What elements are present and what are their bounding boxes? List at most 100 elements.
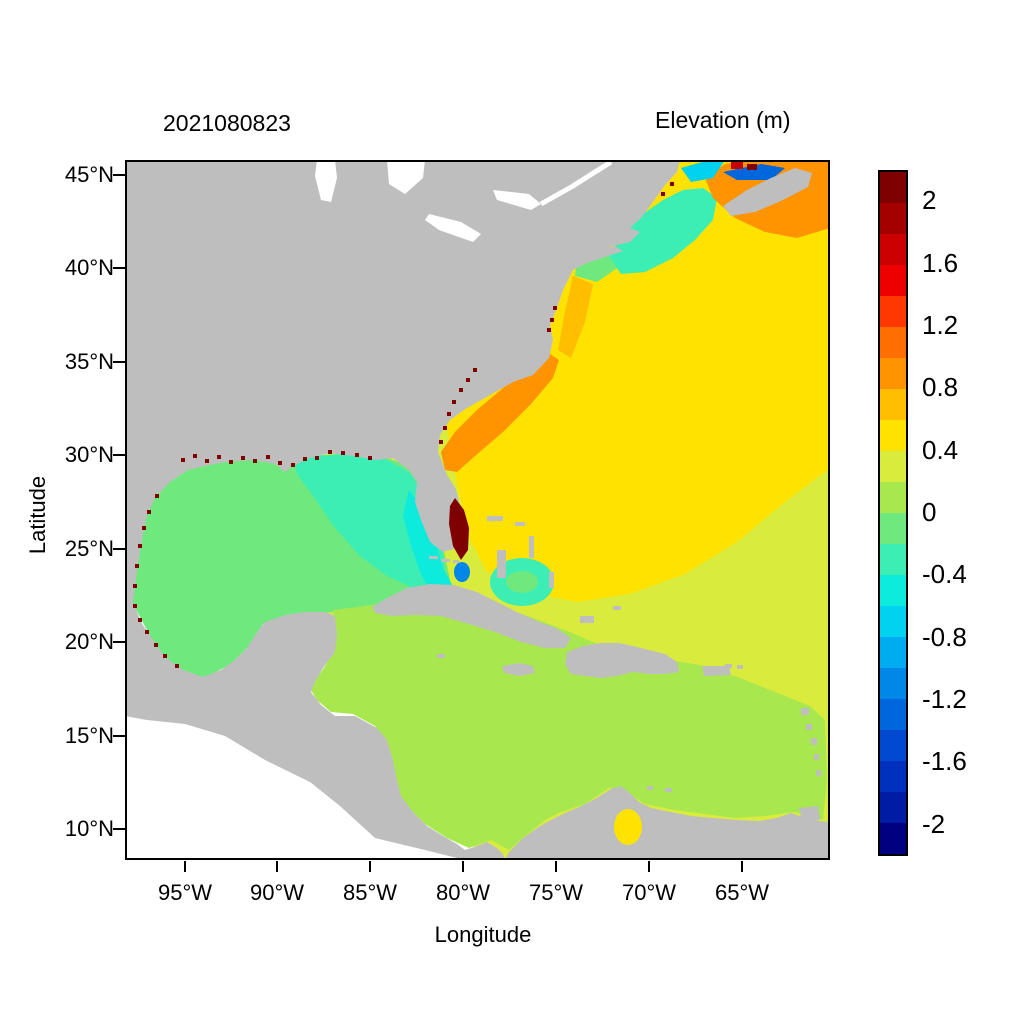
jamaica-island <box>502 663 535 676</box>
bahama-bank-green-core <box>506 571 538 593</box>
y-tick-35n: 35°N <box>64 349 114 374</box>
y-tick-45n: 45°N <box>64 162 114 187</box>
plot-frame <box>125 160 830 860</box>
x-tick-65w: 65°W <box>714 880 770 905</box>
cbar-label-1p6: 1.6 <box>922 248 959 278</box>
y-tick-mark <box>113 641 125 643</box>
bay-of-fundy-cyan-patch <box>681 160 725 182</box>
coastal-high-elevation-speckles <box>133 182 674 668</box>
land-masses <box>125 160 830 860</box>
y-tick-40n: 40°N <box>64 255 114 280</box>
cbar-label-m1p6: -1.6 <box>922 746 967 776</box>
lake-huron <box>387 160 425 194</box>
y-axis-label: Latitude <box>25 475 50 555</box>
x-tick-70w: 70°W <box>621 880 677 905</box>
lake-michigan <box>315 160 337 202</box>
cbar-label-m0p8: -0.8 <box>922 622 967 652</box>
colorbar-cell <box>880 234 906 265</box>
y-tick-25n: 25°N <box>64 536 114 561</box>
st-lawrence-blue-patch <box>723 164 785 180</box>
y-tick-20n: 20°N <box>64 629 114 654</box>
st-lawrence-river <box>539 160 613 207</box>
x-tick-mark <box>555 861 557 872</box>
north-america-landmass <box>125 160 680 860</box>
x-tick-80w: 80°W <box>435 880 491 905</box>
x-tick-75w: 75°W <box>528 880 584 905</box>
colorbar-cell <box>880 451 906 482</box>
y-tick-mark <box>113 735 125 737</box>
x-tick-mark <box>741 861 743 872</box>
y-tick-mark <box>113 267 125 269</box>
colorbar-cell <box>880 606 906 637</box>
nova-scotia-landmass <box>723 168 812 216</box>
map-plot <box>125 160 830 860</box>
colorbar-title: Elevation (m) <box>655 107 791 133</box>
southeast-florida-maroon-hotspot <box>449 498 469 560</box>
offshore-miami-blue-spot <box>454 562 470 582</box>
lake-erie <box>425 214 481 242</box>
hispaniola-island <box>565 643 679 678</box>
colorbar-cell <box>880 482 906 513</box>
lake-maracaibo-yellow-spot <box>614 809 642 845</box>
pacific-outside-domain <box>125 718 470 860</box>
x-tick-mark <box>369 861 371 872</box>
puerto-rico-island <box>702 666 731 676</box>
lesser-antilles-islands <box>647 664 821 792</box>
y-tick-mark <box>113 548 125 550</box>
colorbar-cell <box>880 544 906 575</box>
colorbar <box>878 170 908 856</box>
colorbar-cell <box>880 327 906 358</box>
timestamp-title: 2021080823 <box>163 110 291 136</box>
colorbar-cell <box>880 389 906 420</box>
y-tick-30n: 30°N <box>64 442 114 467</box>
x-axis-label: Longitude <box>434 922 532 947</box>
x-tick-95w: 95°W <box>157 880 213 905</box>
colorbar-cell <box>880 730 906 761</box>
colorbar-cell <box>880 823 906 854</box>
mid-atlantic-orange-band <box>558 276 593 358</box>
y-tick-mark <box>113 828 125 830</box>
colorbar-cell <box>880 668 906 699</box>
colorbar-cell <box>880 575 906 606</box>
trinidad-island <box>799 806 820 822</box>
cbar-label-1p2: 1.2 <box>922 310 959 340</box>
bahamas-islands <box>487 516 621 623</box>
elevation-map <box>125 160 830 860</box>
st-lawrence-red-smudge <box>731 162 743 169</box>
colorbar-cell <box>880 699 906 730</box>
x-tick-mark <box>648 861 650 872</box>
colorbar-cell <box>880 637 906 668</box>
y-tick-mark <box>113 174 125 176</box>
great-lakes <box>315 160 613 242</box>
y-tick-10n: 10°N <box>64 816 114 841</box>
x-tick-90w: 90°W <box>249 880 305 905</box>
colorbar-cell <box>880 296 906 327</box>
x-tick-85w: 85°W <box>342 880 398 905</box>
y-tick-15n: 15°N <box>64 723 114 748</box>
st-lawrence-maroon-smudge <box>747 164 757 170</box>
colorbar-cells <box>880 172 906 854</box>
south-america-landmass <box>505 786 830 860</box>
x-tick-mark <box>462 861 464 872</box>
cuba-island <box>372 584 571 648</box>
x-tick-mark <box>184 861 186 872</box>
colorbar-cell <box>880 792 906 823</box>
cbar-label-2: 2 <box>922 185 937 215</box>
cbar-label-m1p2: -1.2 <box>922 684 967 714</box>
y-tick-mark <box>113 454 125 456</box>
x-tick-mark <box>276 861 278 872</box>
colorbar-cell <box>880 265 906 296</box>
colorbar-cell <box>880 513 906 544</box>
cbar-label-0p8: 0.8 <box>922 372 959 402</box>
colorbar-cell <box>880 420 906 451</box>
colorbar-cell <box>880 761 906 792</box>
cbar-label-m0p4: -0.4 <box>922 559 967 589</box>
cbar-label-0: 0 <box>922 497 937 527</box>
y-tick-mark <box>113 361 125 363</box>
cbar-label-m2: -2 <box>922 809 946 839</box>
gulf-of-maine-teal-patch <box>609 188 717 274</box>
gulf-stream-orange-band <box>441 352 559 472</box>
colorbar-cell <box>880 203 906 234</box>
colorbar-cell <box>880 172 906 203</box>
